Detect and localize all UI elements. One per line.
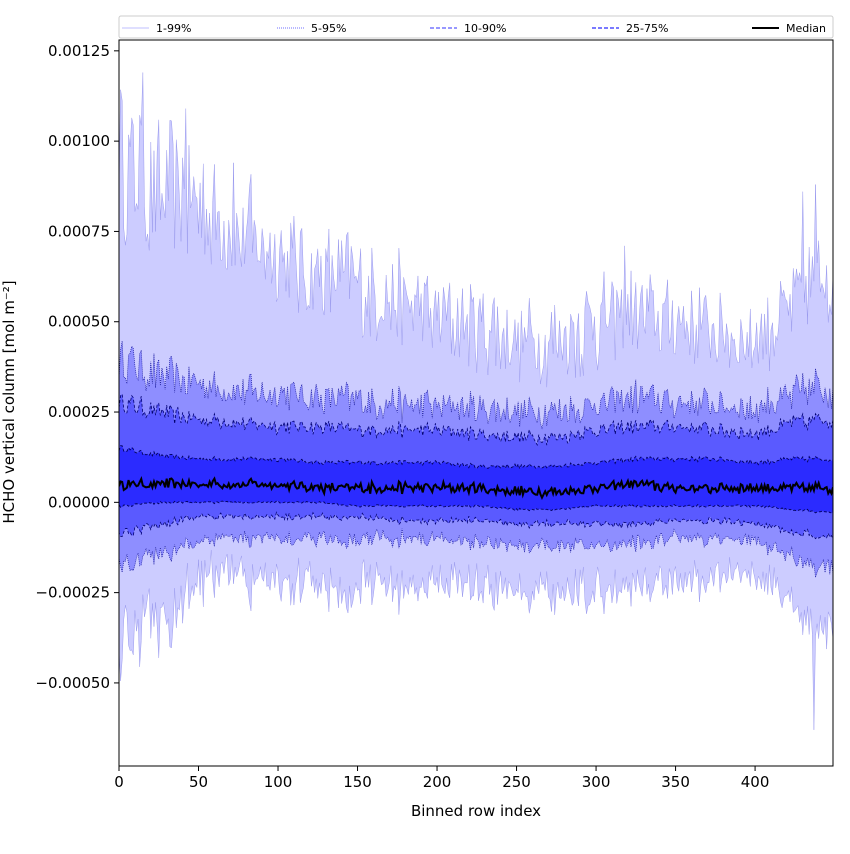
x-tick-label: 250	[502, 773, 531, 791]
legend-label: 10-90%	[464, 22, 506, 35]
plot-frame	[118, 39, 834, 767]
y-axis-label: HCHO vertical column [mol m⁻²]	[0, 280, 18, 523]
legend-label: 1-99%	[156, 22, 191, 35]
y-tick-label: 0.00100	[48, 132, 110, 150]
x-tick-label: 350	[661, 773, 690, 791]
x-tick-label: 100	[264, 773, 293, 791]
x-tick-label: 50	[189, 773, 208, 791]
y-tick-label: −0.00025	[35, 584, 110, 602]
x-tick-label: 300	[582, 773, 611, 791]
x-tick-label: 150	[343, 773, 372, 791]
y-tick-label: 0.00000	[48, 493, 110, 511]
x-tick-label: 0	[114, 773, 124, 791]
plot-area	[119, 72, 833, 730]
y-tick-label: −0.00050	[35, 674, 110, 692]
y-tick-label: 0.00125	[48, 42, 110, 60]
y-tick-label: 0.00075	[48, 222, 110, 240]
band-25-75pct	[119, 445, 833, 514]
y-tick-label: 0.00050	[48, 313, 110, 331]
band-1-99pct	[119, 72, 833, 730]
legend-label: 25-75%	[626, 22, 668, 35]
legend-label: Median	[786, 22, 826, 35]
axes: 0 50 100 150 200 250 300 350 400 −0.00050 −0.00025…	[35, 39, 834, 791]
median-line	[119, 476, 833, 501]
x-tick-label: 400	[741, 773, 770, 791]
x-tick-label: 200	[423, 773, 452, 791]
x-axis-label: Binned row index	[411, 802, 541, 820]
legend: 1-99% 5-95% 10-90% 25-75% Median	[118, 15, 834, 39]
y-tick-label: 0.00025	[48, 403, 110, 421]
legend-box	[118, 15, 834, 39]
legend-label: 5-95%	[311, 22, 346, 35]
